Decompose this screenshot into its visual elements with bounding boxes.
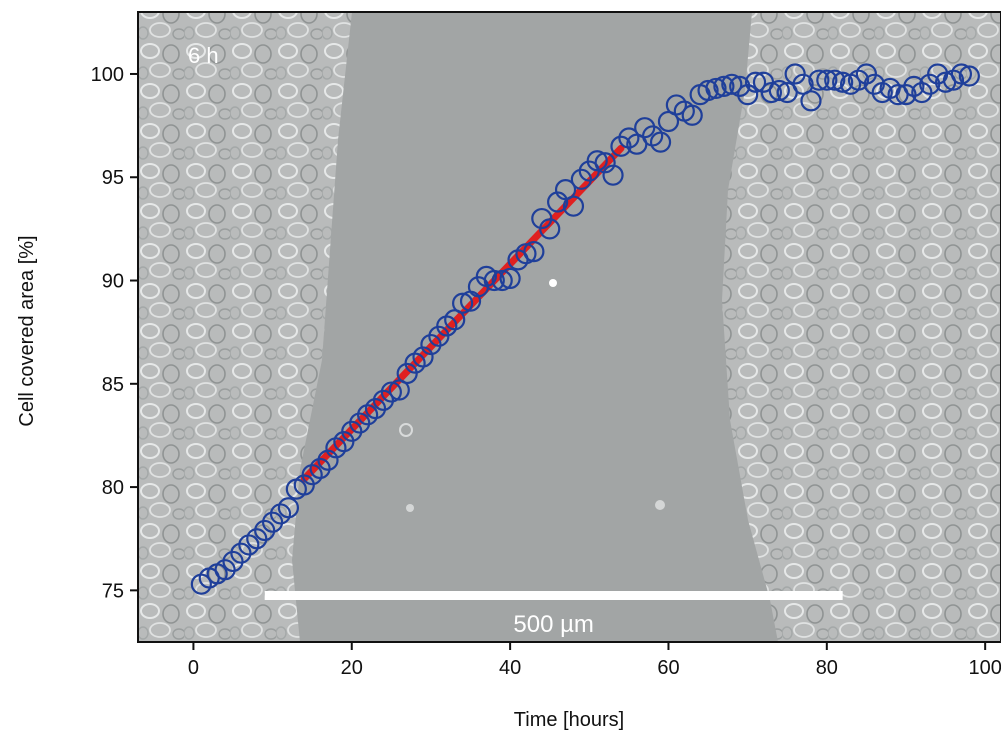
data-point	[254, 519, 276, 542]
data-point	[824, 69, 846, 91]
data-point	[586, 150, 608, 172]
data-point	[515, 243, 537, 265]
data-point	[602, 164, 624, 186]
x-tick-label: 0	[188, 657, 199, 679]
data-point	[895, 84, 917, 106]
data-point	[863, 73, 885, 95]
data-point	[309, 457, 331, 480]
x-tick-label: 40	[499, 657, 521, 679]
x-axis-title: Time [hours]	[514, 709, 624, 731]
data-point	[349, 412, 371, 434]
y-tick-label: 75	[102, 580, 124, 602]
debris-spot	[655, 500, 665, 510]
data-point	[570, 168, 592, 190]
data-point	[364, 397, 387, 420]
data-point	[539, 218, 561, 240]
data-point	[911, 81, 933, 104]
y-tick-label: 95	[102, 167, 124, 189]
data-point	[214, 559, 236, 581]
data-points-layer	[190, 63, 980, 595]
data-point	[950, 63, 973, 85]
data-point	[246, 528, 268, 550]
data-point	[420, 333, 442, 356]
data-point	[832, 71, 854, 93]
data-point	[768, 79, 790, 102]
data-point	[816, 69, 838, 91]
scale-bar: 500 µm	[264, 591, 843, 638]
data-point	[744, 71, 767, 93]
data-point	[808, 69, 830, 91]
x-axis: 0 20 40 60 80 100	[188, 642, 1001, 679]
debris-spot	[549, 279, 557, 287]
scale-bar-line	[264, 591, 843, 600]
data-point	[277, 497, 300, 519]
data-point	[705, 77, 727, 100]
data-point	[499, 267, 521, 290]
data-point	[681, 104, 703, 126]
data-point	[800, 90, 822, 112]
data-point	[610, 135, 632, 157]
data-point	[697, 79, 719, 102]
data-point	[721, 73, 743, 95]
data-point	[483, 269, 505, 292]
data-point	[491, 269, 513, 292]
wound-gap-region	[292, 12, 778, 642]
data-point	[562, 195, 585, 217]
data-point	[452, 292, 474, 314]
y-tick-label: 80	[102, 477, 124, 499]
data-point	[634, 117, 656, 139]
image-time-label: 6 h	[188, 43, 219, 68]
y-tick-label: 85	[102, 374, 124, 396]
y-tick-label: 90	[102, 271, 124, 293]
y-axis: 75 80 85 90 95 100	[91, 64, 138, 602]
data-point	[729, 75, 751, 97]
debris-spot	[399, 423, 413, 437]
y-axis-title: Cell covered area [%]	[16, 235, 38, 426]
data-point	[380, 381, 402, 403]
x-tick-label: 80	[816, 657, 838, 679]
data-point	[713, 75, 735, 97]
data-point	[649, 131, 672, 153]
data-point	[523, 241, 545, 263]
scale-bar-label: 500 µm	[513, 611, 594, 638]
y-tick-label: 100	[91, 64, 124, 86]
x-tick-label: 100	[968, 657, 1001, 679]
x-tick-label: 20	[341, 657, 363, 679]
data-point	[222, 550, 244, 573]
data-point	[958, 65, 980, 87]
x-tick-label: 60	[657, 657, 679, 679]
data-point	[261, 511, 284, 533]
debris-spot	[406, 504, 414, 512]
data-point	[341, 420, 363, 442]
plot-frame	[137, 11, 1001, 643]
data-point	[372, 389, 395, 411]
data-point	[230, 542, 252, 564]
data-point	[760, 81, 782, 104]
plot-background	[138, 12, 1001, 642]
